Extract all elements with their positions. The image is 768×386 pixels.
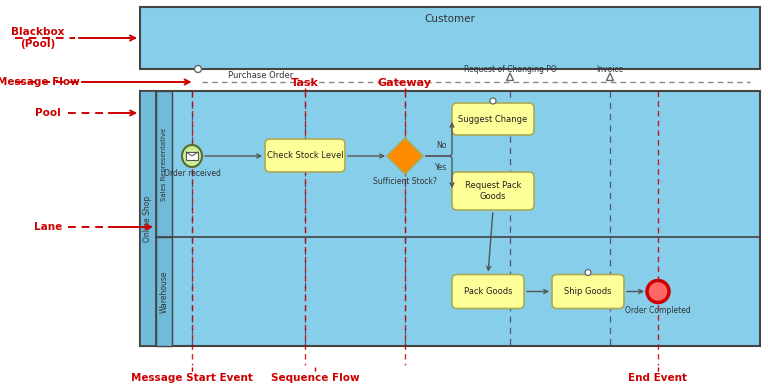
Text: Invoice: Invoice xyxy=(597,66,624,74)
Bar xyxy=(156,237,172,346)
FancyBboxPatch shape xyxy=(265,139,345,172)
Text: Message Flow: Message Flow xyxy=(0,77,79,87)
Bar xyxy=(140,91,760,346)
Text: Purchase Order: Purchase Order xyxy=(228,71,293,81)
Text: Customer: Customer xyxy=(425,14,475,24)
Polygon shape xyxy=(387,138,423,174)
Text: No: No xyxy=(435,142,446,151)
Text: Sequence Flow: Sequence Flow xyxy=(270,373,359,383)
Text: End Event: End Event xyxy=(628,373,687,383)
Text: Order received: Order received xyxy=(164,169,220,178)
Text: Lane: Lane xyxy=(34,222,62,232)
Text: Gateway: Gateway xyxy=(378,78,432,88)
Bar xyxy=(140,91,156,346)
Text: Request of Changing PO: Request of Changing PO xyxy=(464,66,556,74)
Ellipse shape xyxy=(182,145,202,167)
FancyBboxPatch shape xyxy=(552,274,624,308)
Bar xyxy=(186,152,198,160)
Bar xyxy=(156,91,172,237)
Polygon shape xyxy=(507,73,514,81)
Text: Request Pack
Goods: Request Pack Goods xyxy=(465,181,521,201)
Circle shape xyxy=(647,281,669,303)
Bar xyxy=(140,7,760,69)
Text: Yes: Yes xyxy=(435,164,447,173)
Circle shape xyxy=(194,66,201,73)
Text: Sufficient Stock?: Sufficient Stock? xyxy=(373,176,437,186)
Circle shape xyxy=(585,269,591,276)
Text: Blackbox
(Pool): Blackbox (Pool) xyxy=(12,27,65,49)
Text: Suggest Change: Suggest Change xyxy=(458,115,528,124)
Text: Online Shop: Online Shop xyxy=(144,195,153,242)
Text: Check Stock Level: Check Stock Level xyxy=(266,151,343,160)
FancyBboxPatch shape xyxy=(452,274,524,308)
Text: Pack Goods: Pack Goods xyxy=(464,287,512,296)
Text: Ship Goods: Ship Goods xyxy=(564,287,612,296)
Text: Order Completed: Order Completed xyxy=(625,306,691,315)
Circle shape xyxy=(490,98,496,104)
Text: Warehouse: Warehouse xyxy=(160,270,168,313)
Text: Sales Representative: Sales Representative xyxy=(161,127,167,201)
Text: Pool: Pool xyxy=(35,108,61,118)
Text: Task: Task xyxy=(291,78,319,88)
FancyBboxPatch shape xyxy=(452,103,534,135)
Polygon shape xyxy=(607,73,614,81)
Text: Message Start Event: Message Start Event xyxy=(131,373,253,383)
FancyBboxPatch shape xyxy=(452,172,534,210)
